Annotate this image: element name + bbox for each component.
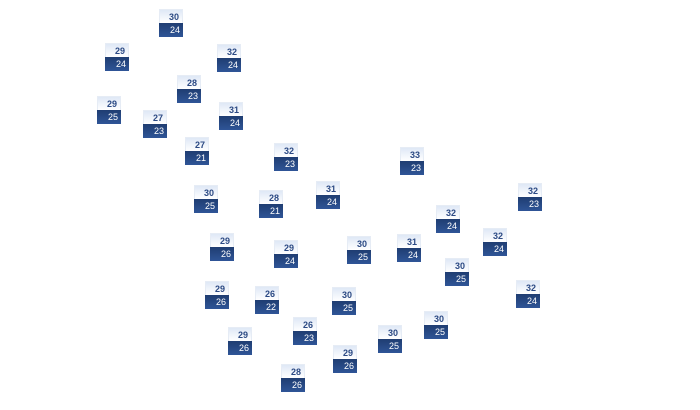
low-temperature: 24 — [516, 294, 540, 308]
high-temperature: 31 — [316, 181, 340, 195]
temperature-label[interactable]: 29 25 — [97, 96, 121, 124]
low-temperature: 25 — [332, 301, 356, 315]
temperature-label[interactable]: 29 24 — [105, 43, 129, 71]
temperature-label[interactable]: 29 26 — [210, 233, 234, 261]
high-temperature: 30 — [424, 311, 448, 325]
high-temperature: 31 — [397, 234, 421, 248]
temperature-label[interactable]: 31 24 — [316, 181, 340, 209]
low-temperature: 23 — [274, 157, 298, 171]
high-temperature: 30 — [159, 9, 183, 23]
low-temperature: 26 — [205, 295, 229, 309]
temperature-label[interactable]: 32 24 — [217, 44, 241, 72]
low-temperature: 23 — [293, 331, 317, 345]
high-temperature: 30 — [332, 287, 356, 301]
temperature-label[interactable]: 32 24 — [516, 280, 540, 308]
temperature-label[interactable]: 29 26 — [205, 281, 229, 309]
low-temperature: 22 — [255, 300, 279, 314]
temperature-label[interactable]: 28 23 — [177, 75, 201, 103]
low-temperature: 24 — [159, 23, 183, 37]
temperature-label[interactable]: 31 24 — [397, 234, 421, 262]
high-temperature: 29 — [205, 281, 229, 295]
temperature-label[interactable]: 30 25 — [445, 258, 469, 286]
temperature-label[interactable]: 29 24 — [274, 240, 298, 268]
high-temperature: 28 — [259, 190, 283, 204]
temperature-label[interactable]: 28 26 — [281, 364, 305, 392]
high-temperature: 26 — [255, 286, 279, 300]
high-temperature: 32 — [483, 228, 507, 242]
temperature-label[interactable]: 30 25 — [424, 311, 448, 339]
high-temperature: 28 — [281, 364, 305, 378]
low-temperature: 23 — [518, 197, 542, 211]
low-temperature: 26 — [281, 378, 305, 392]
high-temperature: 29 — [274, 240, 298, 254]
low-temperature: 25 — [445, 272, 469, 286]
high-temperature: 30 — [445, 258, 469, 272]
low-temperature: 25 — [97, 110, 121, 124]
low-temperature: 24 — [219, 116, 243, 130]
low-temperature: 24 — [483, 242, 507, 256]
low-temperature: 24 — [105, 57, 129, 71]
temperature-label[interactable]: 30 25 — [378, 325, 402, 353]
low-temperature: 25 — [194, 199, 218, 213]
high-temperature: 32 — [436, 205, 460, 219]
high-temperature: 29 — [97, 96, 121, 110]
low-temperature: 26 — [333, 359, 357, 373]
temperature-label[interactable]: 32 24 — [436, 205, 460, 233]
low-temperature: 23 — [143, 124, 167, 138]
high-temperature: 30 — [378, 325, 402, 339]
low-temperature: 25 — [424, 325, 448, 339]
temperature-label[interactable]: 30 25 — [194, 185, 218, 213]
high-temperature: 29 — [210, 233, 234, 247]
high-temperature: 30 — [347, 236, 371, 250]
temperature-label[interactable]: 32 24 — [483, 228, 507, 256]
high-temperature: 26 — [293, 317, 317, 331]
low-temperature: 24 — [217, 58, 241, 72]
high-temperature: 32 — [516, 280, 540, 294]
temperature-label[interactable]: 30 25 — [347, 236, 371, 264]
high-temperature: 31 — [219, 102, 243, 116]
temperature-label[interactable]: 29 26 — [333, 345, 357, 373]
low-temperature: 23 — [400, 161, 424, 175]
temperature-label[interactable]: 33 23 — [400, 147, 424, 175]
low-temperature: 25 — [378, 339, 402, 353]
temperature-label[interactable]: 32 23 — [274, 143, 298, 171]
high-temperature: 32 — [274, 143, 298, 157]
temperature-label[interactable]: 30 24 — [159, 9, 183, 37]
high-temperature: 27 — [143, 110, 167, 124]
temperature-label[interactable]: 32 23 — [518, 183, 542, 211]
low-temperature: 24 — [274, 254, 298, 268]
high-temperature: 29 — [333, 345, 357, 359]
high-temperature: 33 — [400, 147, 424, 161]
temperature-label[interactable]: 31 24 — [219, 102, 243, 130]
temperature-label[interactable]: 27 23 — [143, 110, 167, 138]
low-temperature: 21 — [185, 151, 209, 165]
temperature-label[interactable]: 26 23 — [293, 317, 317, 345]
low-temperature: 24 — [316, 195, 340, 209]
temperature-label[interactable]: 27 21 — [185, 137, 209, 165]
high-temperature: 32 — [518, 183, 542, 197]
low-temperature: 25 — [347, 250, 371, 264]
temperature-label[interactable]: 29 26 — [228, 327, 252, 355]
high-temperature: 29 — [228, 327, 252, 341]
high-temperature: 28 — [177, 75, 201, 89]
high-temperature: 32 — [217, 44, 241, 58]
temperature-label[interactable]: 26 22 — [255, 286, 279, 314]
low-temperature: 24 — [397, 248, 421, 262]
temperature-label[interactable]: 28 21 — [259, 190, 283, 218]
high-temperature: 29 — [105, 43, 129, 57]
low-temperature: 24 — [436, 219, 460, 233]
low-temperature: 23 — [177, 89, 201, 103]
high-temperature: 27 — [185, 137, 209, 151]
temperature-label[interactable]: 30 25 — [332, 287, 356, 315]
high-temperature: 30 — [194, 185, 218, 199]
low-temperature: 21 — [259, 204, 283, 218]
low-temperature: 26 — [228, 341, 252, 355]
low-temperature: 26 — [210, 247, 234, 261]
